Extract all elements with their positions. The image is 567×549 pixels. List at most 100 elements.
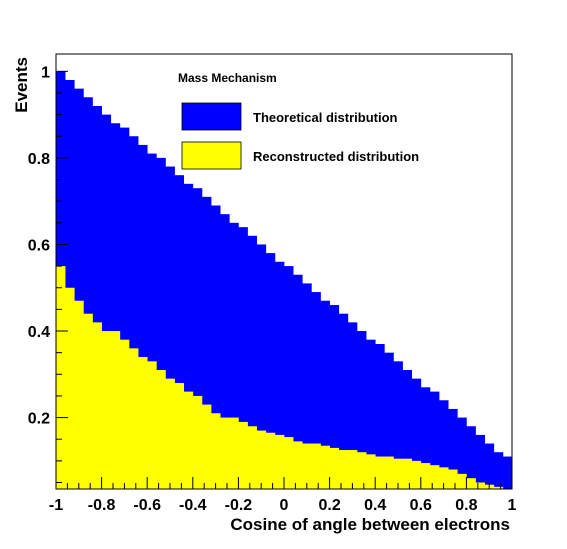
histogram-bin: [128, 136, 139, 490]
histogram-bin: [138, 356, 148, 489]
histogram-bin: [502, 456, 513, 489]
histogram-bin: [238, 421, 248, 489]
reconstructed-distribution-series: [56, 266, 504, 489]
legend-label-theoretical: Theoretical distribution: [253, 110, 398, 125]
histogram-bin: [375, 456, 385, 489]
histogram-bin: [411, 460, 422, 489]
x-tick-label: -0.6: [133, 497, 161, 514]
histogram-bin: [448, 469, 458, 489]
histogram-bin: [366, 454, 376, 489]
histogram-bin: [174, 382, 185, 489]
histogram-bin: [338, 450, 349, 489]
x-tick-label: 0.6: [410, 497, 432, 514]
histogram-bin: [183, 391, 194, 489]
histogram-bin: [475, 482, 485, 489]
y-tick-label: 1: [41, 64, 50, 81]
x-axis-title: Cosine of angle between electrons: [230, 515, 510, 534]
histogram-bin: [229, 222, 239, 489]
x-tick-label: -0.2: [225, 497, 253, 514]
histogram-bin: [402, 369, 413, 489]
y-axis-title: Events: [12, 57, 31, 113]
theoretical-distribution-series: [56, 71, 513, 490]
histogram-bin: [83, 313, 93, 489]
y-tick-label: 0.8: [28, 151, 50, 168]
x-tick-label: -0.8: [88, 497, 116, 514]
y-axis: 0.2 0.4 0.6 0.8 1: [28, 64, 68, 484]
histogram-bin: [448, 408, 458, 489]
histogram-bin: [457, 473, 467, 489]
histogram-bin: [201, 196, 212, 489]
histogram-bin: [192, 188, 203, 489]
histogram-bin: [56, 266, 66, 489]
histogram-bin: [439, 467, 449, 489]
histogram-bin: [338, 313, 349, 489]
histogram-bin: [329, 305, 340, 489]
histogram-bin: [293, 441, 303, 489]
histogram-bin: [256, 430, 267, 489]
histogram-bin: [466, 426, 476, 489]
histogram-bin: [256, 244, 267, 489]
histogram-bin: [174, 175, 185, 489]
histogram-bin: [156, 157, 166, 489]
histogram-bin: [147, 361, 157, 489]
histogram-bin: [274, 261, 285, 489]
x-tick-label: -1: [49, 497, 63, 514]
histogram-bin: [475, 434, 485, 489]
histogram-bin: [429, 391, 440, 489]
histogram-bin: [493, 486, 504, 489]
histogram-bin: [83, 97, 93, 489]
histogram-bin: [420, 463, 431, 489]
histogram-bin: [211, 413, 221, 489]
histogram-bin: [366, 339, 376, 489]
legend-swatch-reconstructed: [181, 141, 242, 170]
histogram-bin: [220, 417, 230, 489]
histogram-bin: [356, 331, 367, 489]
legend-label-reconstructed: Reconstructed distribution: [253, 149, 419, 164]
histogram-bin: [220, 214, 230, 489]
histogram-bin: [211, 205, 221, 490]
histogram-bin: [147, 153, 157, 490]
histogram-bin: [411, 378, 422, 489]
histogram-bin: [101, 331, 112, 489]
x-tick-label: -0.4: [179, 497, 207, 514]
histogram-bin: [393, 361, 403, 489]
histogram-bin: [375, 344, 385, 489]
x-tick-label: 0: [280, 497, 289, 514]
histogram-bin: [183, 183, 194, 489]
histogram-bin: [384, 456, 394, 489]
histogram-bin: [247, 426, 257, 489]
histogram-bin: [311, 292, 321, 489]
histogram-bin: [484, 443, 495, 489]
x-tick-label: 0.4: [364, 497, 386, 514]
histogram-bin: [92, 322, 102, 489]
histogram-bin: [311, 443, 321, 489]
histogram-bin: [238, 227, 248, 489]
histogram-bin: [347, 450, 358, 489]
x-tick-label: 1: [508, 497, 517, 514]
histogram-bin: [466, 478, 476, 489]
legend-header: Mass Mechanism: [178, 71, 277, 85]
histogram-bin: [101, 114, 112, 489]
histogram-bin: [165, 166, 175, 490]
histogram-bin: [384, 352, 394, 489]
histogram-bin: [429, 465, 440, 489]
histogram-bin: [247, 235, 257, 489]
y-tick-label: 0.6: [28, 237, 50, 254]
histogram-bin: [119, 339, 130, 489]
x-axis: -1 -0.8 -0.6 -0.4 -0.2 0 0.2 0.4 0.6 0.8 1: [49, 477, 517, 514]
histogram-bin: [320, 300, 330, 489]
histogram-bin: [110, 331, 121, 489]
histogram-bin: [302, 283, 312, 489]
histogram-bin: [274, 434, 285, 489]
x-tick-label: 0.8: [455, 497, 477, 514]
histogram-bin: [65, 287, 75, 489]
histogram-bin: [165, 378, 175, 489]
histogram-bin: [119, 127, 130, 489]
histogram-bin: [192, 395, 203, 489]
histogram-bin: [420, 387, 431, 489]
histogram-bin: [110, 123, 121, 489]
y-tick-label: 0.4: [28, 324, 50, 341]
histogram-bin: [356, 452, 367, 489]
